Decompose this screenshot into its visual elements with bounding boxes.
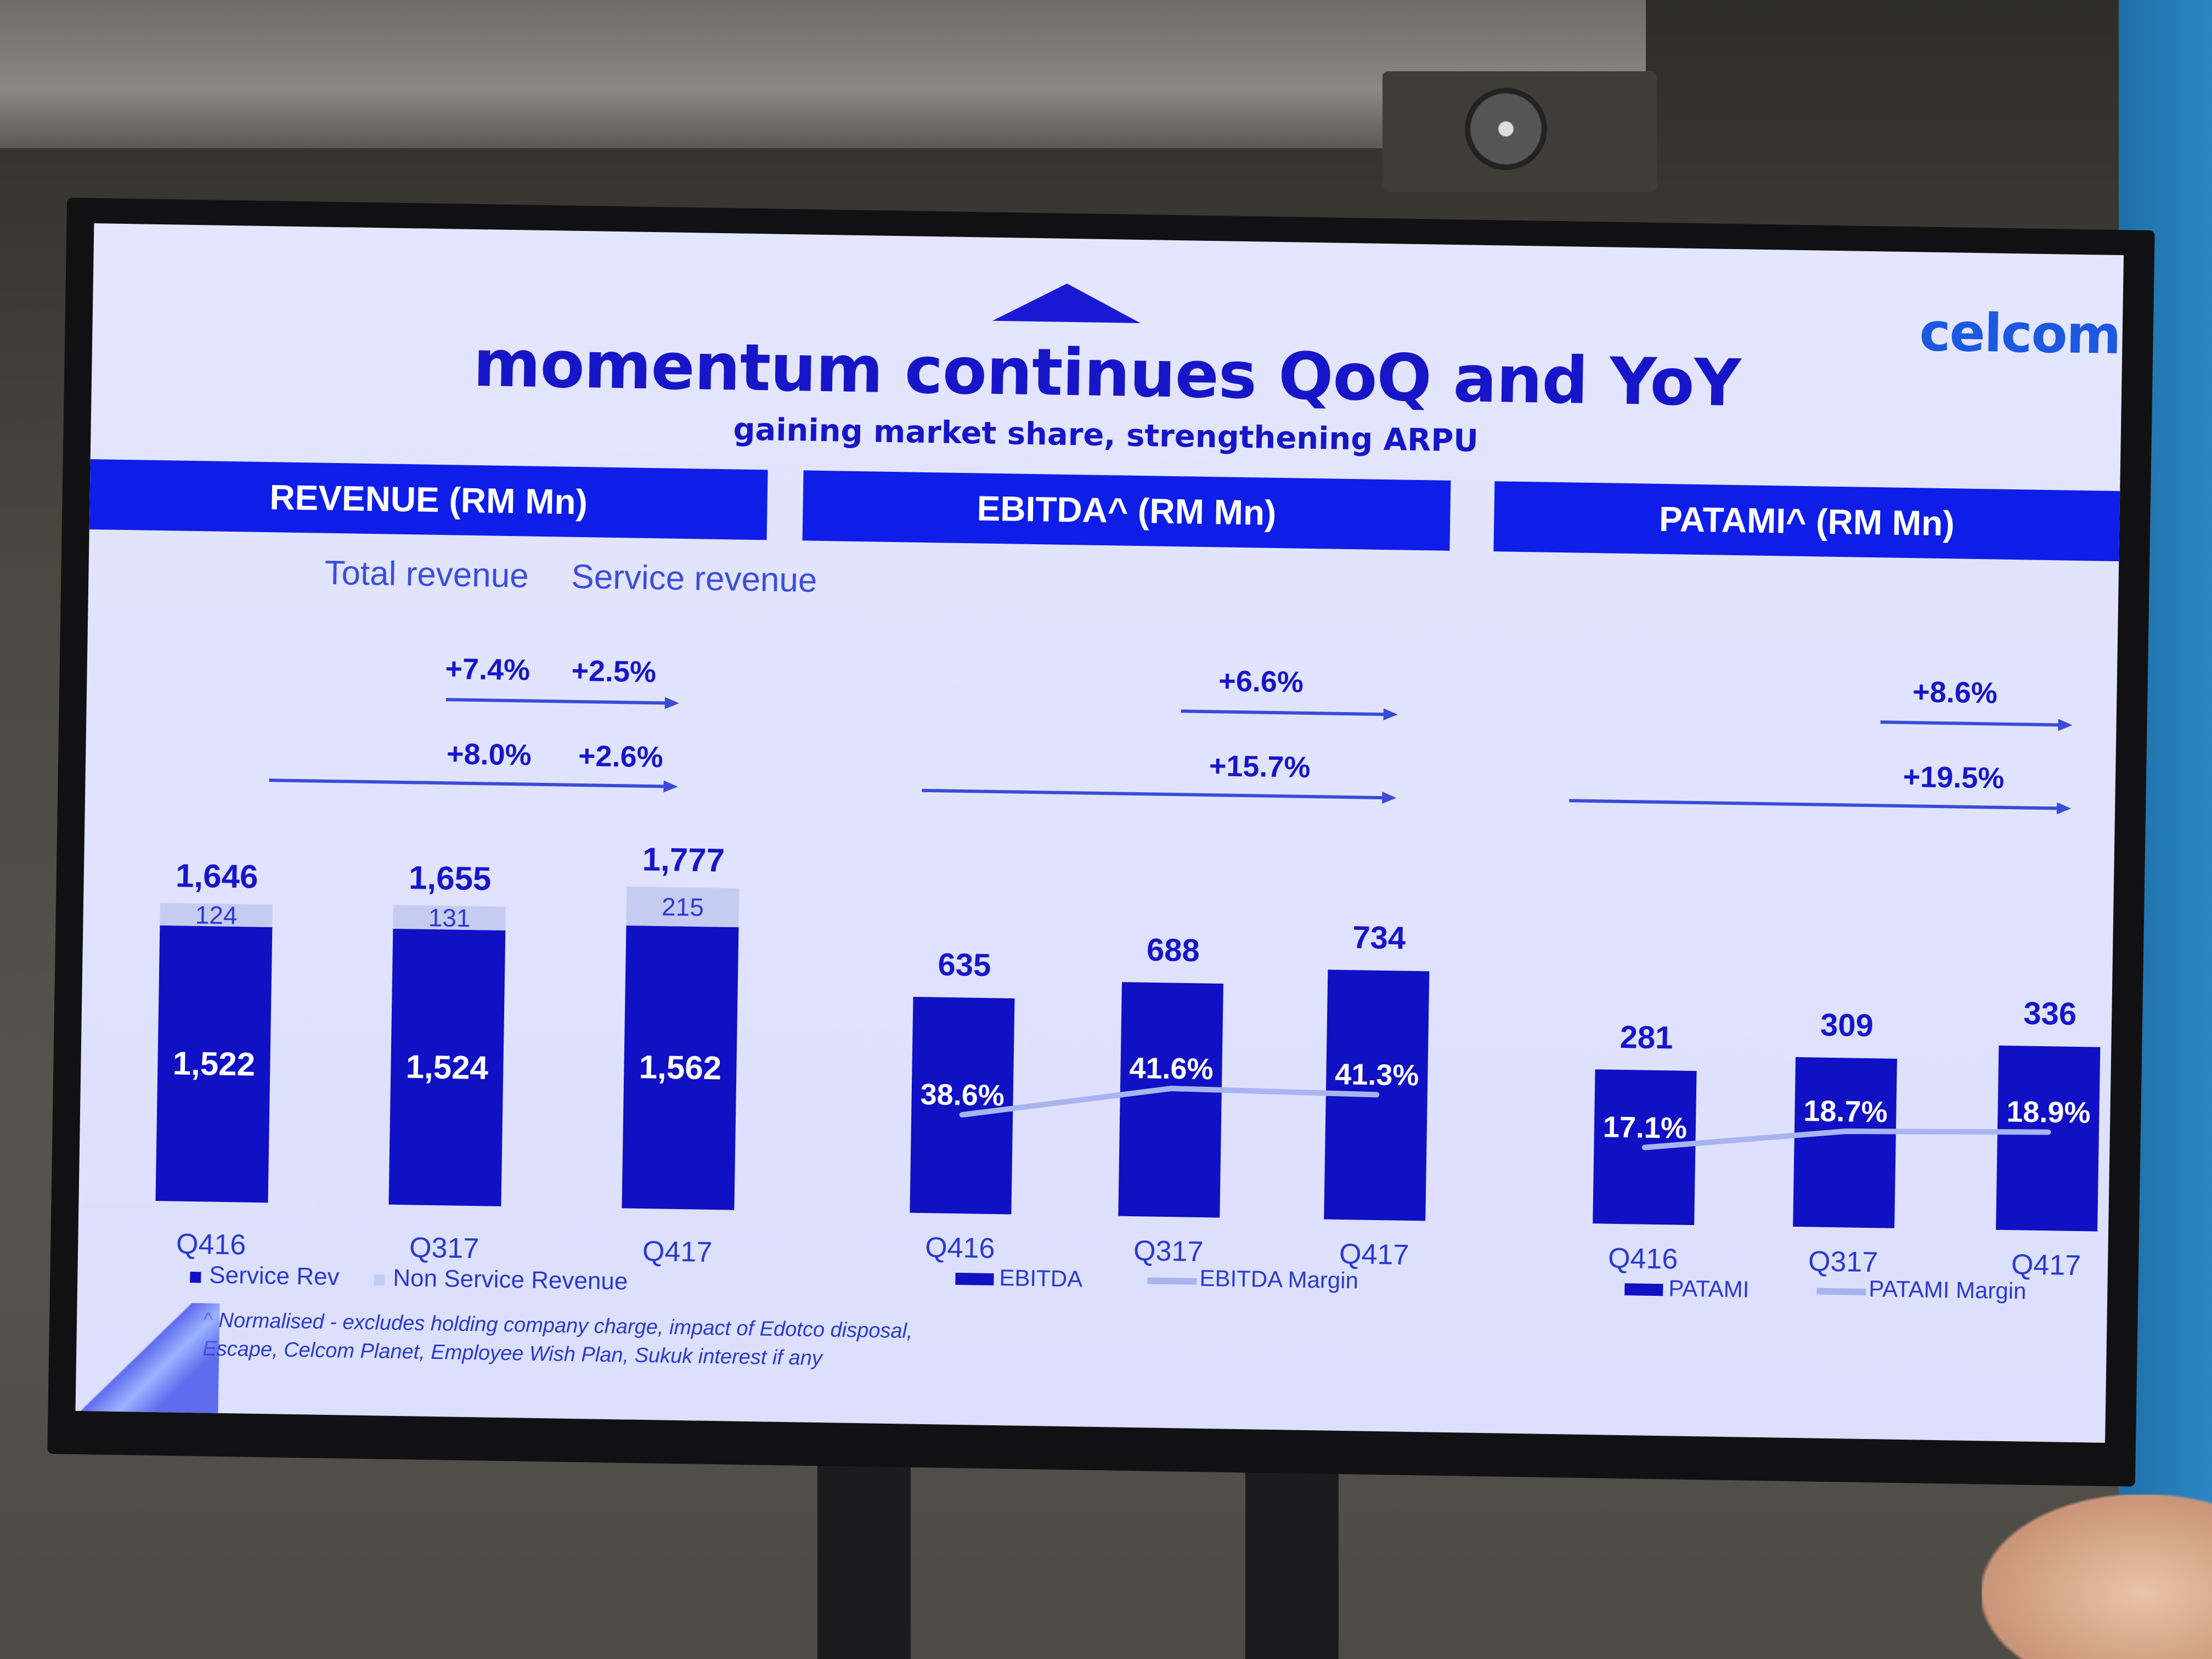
revenue-total-label: 1,646 — [176, 857, 258, 895]
service-rev-bar — [622, 925, 739, 1210]
patami-value-label: 281 — [1620, 1019, 1673, 1056]
patami-margin-label: 17.1% — [1602, 1110, 1687, 1144]
patami-legend-bar: PATAMI — [1668, 1275, 1750, 1302]
revenue-x-tick: Q317 — [409, 1232, 479, 1265]
patami-legend-line-swatch — [1816, 1288, 1866, 1296]
ebitda-margin-label: 38.6% — [920, 1078, 1005, 1112]
patami-qoq-arrow-head — [2058, 719, 2073, 731]
revenue-yoy-total: +8.0% — [447, 737, 532, 771]
ebitda-bar — [1118, 982, 1223, 1218]
patami-qoq-growth: +8.6% — [1912, 675, 1998, 709]
service-rev-bar — [155, 925, 273, 1203]
ebitda-qoq-growth: +6.6% — [1218, 664, 1304, 698]
revenue-total-label: 1,655 — [409, 859, 492, 897]
patami-yoy-arrow-head — [2057, 802, 2072, 815]
non-service-rev-bar — [160, 902, 273, 928]
decorative-corner — [75, 1301, 220, 1413]
revenue-total-label: 1,777 — [642, 840, 725, 878]
revenue-x-tick: Q417 — [642, 1235, 713, 1268]
legend-service-rev-swatch — [190, 1272, 201, 1283]
patami-margin-label: 18.7% — [1803, 1094, 1888, 1128]
revenue-qoq-service: +2.5% — [571, 654, 657, 689]
non-service-rev-label: 131 — [428, 903, 471, 932]
ebitda-yoy-growth: +15.7% — [1209, 749, 1311, 784]
tv-stand-left-leg — [817, 1448, 911, 1659]
patami-margin-line — [1641, 1128, 2051, 1150]
ebitda-margin-label: 41.3% — [1335, 1058, 1419, 1092]
patami-x-tick: Q317 — [1808, 1245, 1878, 1278]
ebitda-value-label: 635 — [938, 947, 991, 984]
tv-stand-right-leg — [1245, 1448, 1339, 1659]
patami-yoy-arrow-line — [1569, 799, 2059, 810]
service-rev-label: 1,522 — [172, 1045, 255, 1082]
ebitda-margin-line — [959, 1086, 1380, 1118]
revenue-qoq-total: +7.4% — [445, 652, 531, 686]
tv-monitor: celcom momentum continues QoQ and YoY ga… — [47, 198, 2155, 1487]
ebitda-bar — [910, 996, 1015, 1215]
revenue-qoq-arrow-head — [664, 697, 679, 709]
ebitda-legend-bar-swatch — [955, 1272, 994, 1286]
patami-value-label: 309 — [1820, 1007, 1874, 1044]
presenter-hand — [1982, 1494, 2212, 1659]
charts-canvas: 1,522 124 1,646 Q416 1,524 131 1,655 Q317 1,562 2… — [155, 652, 2101, 1304]
service-rev-label: 1,562 — [639, 1048, 721, 1086]
ebitda-yoy-arrow-line — [922, 788, 1385, 800]
legend-service-rev: Service Rev — [209, 1262, 340, 1291]
patami-x-tick: Q417 — [2011, 1249, 2081, 1282]
patami-margin-label: 18.9% — [2006, 1095, 2091, 1129]
ebitda-qoq-arrow-line — [1181, 709, 1386, 716]
ebitda-qoq-arrow-head — [1383, 708, 1398, 721]
non-service-rev-bar — [626, 887, 740, 928]
revenue-yoy-arrow-head — [663, 780, 678, 793]
ebitda-yoy-arrow-head — [1382, 792, 1397, 804]
ebitda-legend-line: EBITDA Margin — [1199, 1265, 1358, 1294]
patami-qoq-arrow-line — [1880, 720, 2061, 727]
service-rev-bar — [388, 928, 506, 1206]
legend-non-service-rev: Non Service Revenue — [393, 1265, 628, 1295]
ebitda-x-tick: Q416 — [925, 1232, 995, 1265]
revenue-yoy-arrow-line — [269, 778, 666, 788]
service-rev-label: 1,524 — [405, 1048, 489, 1086]
camera-lens-icon — [1465, 88, 1547, 170]
presentation-slide: celcom momentum continues QoQ and YoY ga… — [75, 223, 2124, 1443]
ebitda-value-label: 734 — [1352, 919, 1406, 956]
patami-value-label: 336 — [2023, 995, 2077, 1032]
patami-yoy-growth: +19.5% — [1903, 760, 2005, 795]
ebitda-value-label: 688 — [1147, 932, 1200, 969]
non-service-rev-label: 124 — [195, 900, 238, 929]
patami-bar — [1793, 1057, 1897, 1228]
wall-shelf — [0, 0, 1646, 148]
ebitda-x-tick: Q417 — [1339, 1238, 1409, 1271]
patami-bar — [1996, 1045, 2101, 1232]
ebitda-margin-label: 41.6% — [1129, 1052, 1214, 1086]
non-service-rev-bar — [393, 905, 506, 931]
patami-legend-bar-swatch — [1624, 1283, 1663, 1296]
legend-non-service-swatch — [374, 1274, 385, 1286]
patami-x-tick: Q416 — [1608, 1243, 1678, 1276]
ebitda-legend-bar: EBITDA — [999, 1265, 1082, 1291]
revenue-yoy-service: +2.6% — [578, 740, 664, 774]
patami-legend-line: PATAMI Margin — [1869, 1276, 2027, 1304]
ebitda-legend-line-swatch — [1147, 1277, 1197, 1285]
ebitda-x-tick: Q317 — [1133, 1235, 1204, 1268]
footnote: ^ Normalised - excludes holding company … — [202, 1306, 913, 1374]
revenue-x-tick: Q416 — [176, 1228, 246, 1261]
revenue-qoq-arrow-line — [445, 698, 667, 705]
non-service-rev-label: 215 — [662, 893, 704, 922]
